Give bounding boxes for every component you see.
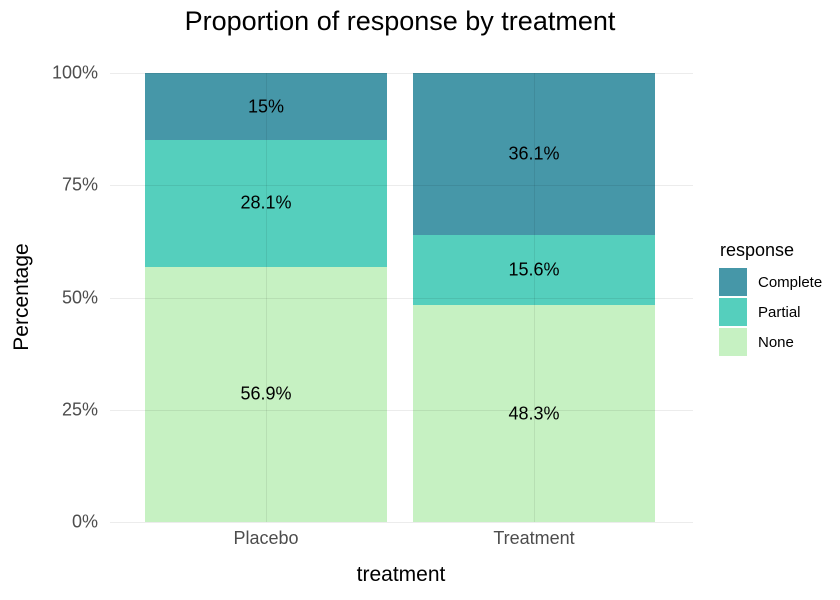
legend-item-complete: Complete bbox=[719, 268, 822, 296]
legend-label-none: None bbox=[758, 333, 794, 351]
legend-title: response bbox=[720, 240, 795, 260]
bar-value-label-treatment-complete: 36.1% bbox=[508, 143, 560, 164]
bar-value-label-placebo-partial: 28.1% bbox=[240, 192, 292, 213]
x-tick-label-placebo: Placebo bbox=[233, 528, 299, 548]
x-axis-title: treatment bbox=[356, 563, 446, 586]
bar-segment-placebo-partial bbox=[145, 140, 387, 267]
gridline-100pct bbox=[110, 73, 693, 74]
legend-item-partial: Partial bbox=[719, 298, 822, 326]
chart-title: Proportion of response by treatment bbox=[184, 6, 616, 36]
gridline-placebo bbox=[266, 73, 267, 522]
bar-segment-placebo-none bbox=[145, 266, 387, 522]
legend-swatch-none bbox=[719, 328, 747, 356]
plot-panel: 15% 28.1% 56.9% 36.1% 15.6% 48.3% bbox=[110, 73, 693, 523]
y-axis-title: Percentage bbox=[10, 243, 33, 351]
bar-value-label-treatment-partial: 15.6% bbox=[508, 259, 560, 280]
bar-segment-placebo-complete bbox=[145, 73, 387, 141]
legend-swatch-complete bbox=[719, 268, 747, 296]
legend-label-complete: Complete bbox=[758, 273, 823, 291]
gridline-treatment bbox=[534, 73, 535, 522]
y-tick-label-25pct: 25% bbox=[61, 399, 98, 420]
legend: response Complete Partial None bbox=[719, 240, 822, 358]
bar-value-label-treatment-none: 48.3% bbox=[508, 403, 560, 424]
y-tick-label-100pct: 100% bbox=[51, 62, 98, 83]
legend-label-partial: Partial bbox=[758, 303, 801, 321]
gridline-50pct bbox=[110, 297, 693, 299]
legend-swatch-partial bbox=[719, 298, 747, 326]
bar-segment-treatment-none bbox=[413, 305, 655, 522]
legend-item-none: None bbox=[719, 328, 822, 356]
bar-segment-treatment-complete bbox=[413, 73, 655, 236]
y-tick-label-50pct: 50% bbox=[61, 287, 98, 307]
y-tick-label-75pct: 75% bbox=[61, 174, 98, 195]
legend-items: Complete Partial None bbox=[719, 268, 822, 356]
gridline-25pct bbox=[110, 409, 693, 411]
x-tick-label-treatment: Treatment bbox=[493, 528, 575, 548]
bar-value-label-placebo-none: 56.9% bbox=[240, 383, 292, 404]
bar-segment-treatment-partial bbox=[413, 235, 655, 306]
bar-value-label-placebo-complete: 15% bbox=[247, 96, 285, 117]
y-tick-label-0pct: 0% bbox=[71, 511, 98, 532]
gridline-0pct bbox=[110, 522, 693, 523]
gridline-75pct bbox=[110, 185, 693, 187]
